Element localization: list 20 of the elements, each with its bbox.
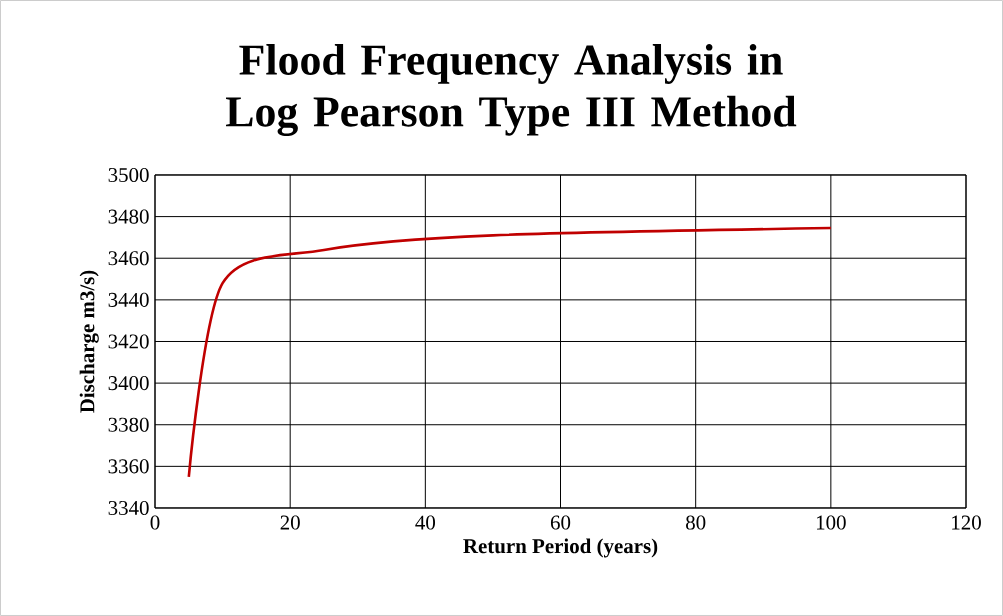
y-tick-label: 3420 (108, 334, 149, 349)
x-tick-label: 0 (150, 515, 160, 530)
x-tick-label: 80 (686, 515, 706, 530)
y-tick-label: 3500 (108, 167, 149, 183)
x-axis-title: Return Period (years) (463, 538, 658, 558)
y-tick-label: 3360 (108, 459, 149, 474)
y-tick-label: 3460 (108, 251, 149, 266)
y-tick-label: 3400 (108, 376, 149, 391)
y-tick-label: 3480 (108, 209, 149, 224)
line-series (187, 226, 833, 479)
y-axis-title: Discharge m3/s) (79, 270, 99, 413)
y-tick-label: 3340 (108, 500, 149, 516)
x-tick-label: 60 (550, 515, 571, 530)
chart-title: Flood Frequency Analysis in Log Pearson Type III Method (226, 44, 797, 136)
x-tick-label: 120 (952, 515, 981, 530)
y-tick-label: 3440 (108, 292, 149, 307)
x-tick-label: 20 (280, 515, 300, 530)
x-tick-label: 100 (817, 515, 846, 530)
y-tick-label: 3380 (108, 417, 149, 432)
x-tick-label: 40 (415, 515, 436, 530)
